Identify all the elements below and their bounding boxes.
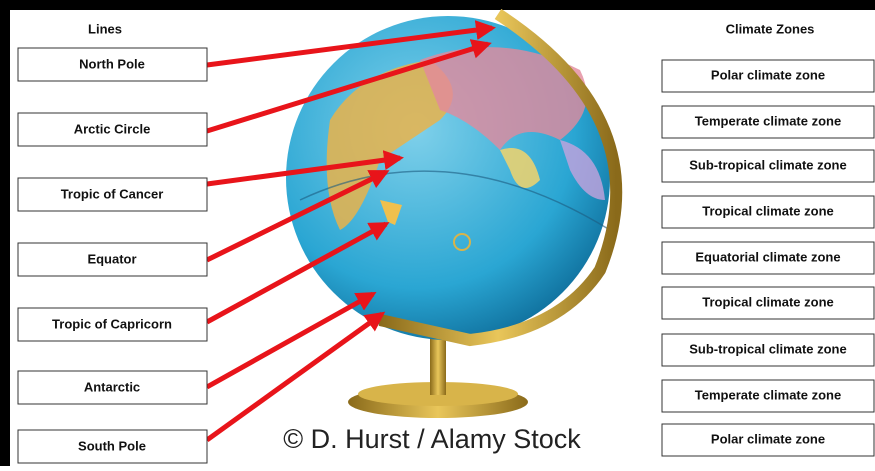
zone-label: Temperate climate zone <box>695 387 841 402</box>
globe <box>286 14 616 418</box>
zone-label: Equatorial climate zone <box>695 249 840 264</box>
zone-label: Tropical climate zone <box>702 203 834 218</box>
zone-label: Sub-tropical climate zone <box>689 341 846 356</box>
line-label: Arctic Circle <box>74 121 151 136</box>
watermark: © D. Hurst / Alamy Stock <box>283 424 581 454</box>
zone-label: Tropical climate zone <box>702 294 834 309</box>
line-label: North Pole <box>79 56 145 71</box>
worksheet: Lines Climate Zones © D. Hurst / Alamy S… <box>0 0 875 466</box>
line-label: Antarctic <box>84 379 140 394</box>
zone-label: Polar climate zone <box>711 431 825 446</box>
line-label: South Pole <box>78 438 146 453</box>
climate-heading: Climate Zones <box>726 21 815 36</box>
zone-label: Temperate climate zone <box>695 113 841 128</box>
line-label: Equator <box>87 251 136 266</box>
line-label: Tropic of Cancer <box>61 186 164 201</box>
zone-label: Polar climate zone <box>711 67 825 82</box>
line-label: Tropic of Capricorn <box>52 316 172 331</box>
zone-label: Sub-tropical climate zone <box>689 157 846 172</box>
lines-heading: Lines <box>88 21 122 36</box>
